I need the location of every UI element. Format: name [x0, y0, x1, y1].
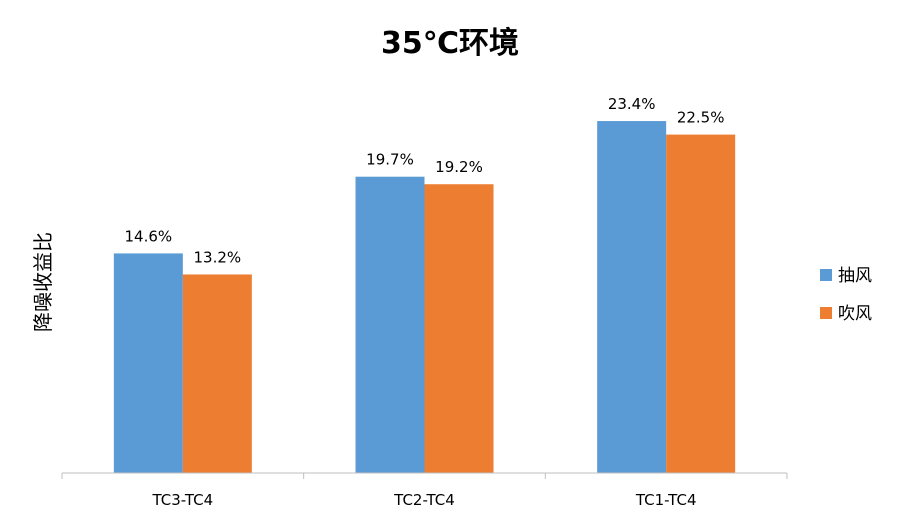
plot-area: 14.6% 13.2% TC3-TC4 19.7% 19.2% TC2-TC4 23.4% 2…: [61, 95, 788, 509]
data-label: 14.6%: [125, 227, 173, 245]
data-label: 19.2%: [435, 158, 483, 176]
data-label: 19.7%: [366, 151, 414, 169]
bar-series1-TC3-TC4: [113, 253, 183, 473]
y-axis-label: 降噪收益比: [31, 232, 55, 332]
bar-series2-TC3-TC4: [182, 274, 252, 473]
bar-series1-TC1-TC4: [597, 121, 667, 473]
data-label: 13.2%: [194, 248, 242, 266]
data-label: 23.4%: [608, 95, 656, 113]
bar-series2-TC1-TC4: [666, 134, 736, 473]
x-tick-label: TC2-TC4: [393, 491, 455, 509]
legend-swatch: [820, 269, 832, 281]
x-tick-label: TC3-TC4: [152, 491, 214, 509]
legend-swatch: [820, 307, 832, 319]
bar-series1-TC2-TC4: [355, 176, 425, 474]
legend-entry-label: 抽风: [838, 266, 872, 286]
x-tick-label: TC1-TC4: [635, 491, 697, 509]
chart-title: 35℃环境: [381, 26, 519, 61]
legend-entry-label: 吹风: [838, 304, 872, 324]
data-label: 22.5%: [677, 109, 725, 127]
bar-series2-TC2-TC4: [424, 184, 494, 473]
